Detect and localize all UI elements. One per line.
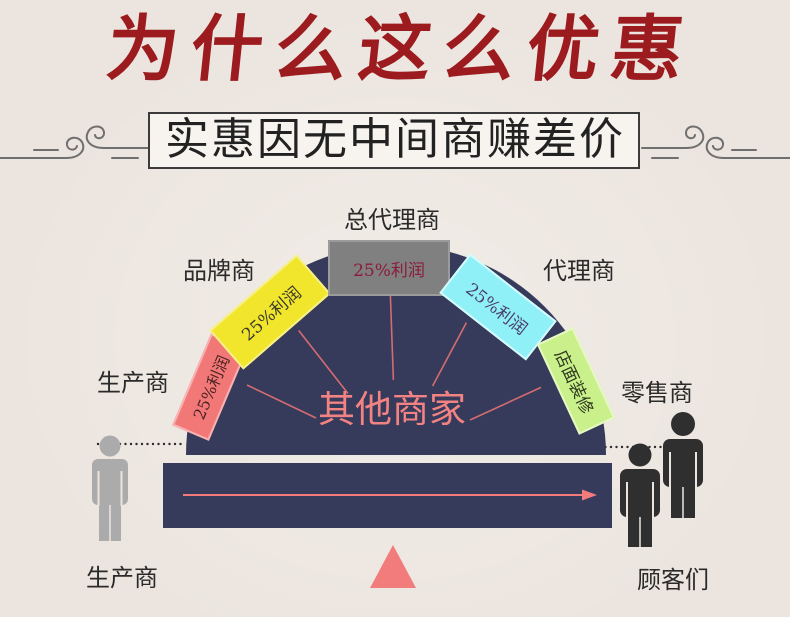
label-brand: 品牌商: [183, 257, 255, 285]
label-general-agent: 总代理商: [344, 206, 440, 234]
label-retailer: 零售商: [621, 379, 693, 407]
spoke-line-4: [431, 322, 468, 387]
person-head: [628, 443, 652, 467]
direct-arrow-head: [582, 489, 597, 501]
spoke-line-1: [246, 384, 317, 419]
person-leg-left: [99, 500, 110, 541]
producer-person-icon: [92, 435, 128, 541]
person-torso: [663, 439, 703, 487]
profit-card-general-agent: 25%利润: [328, 240, 450, 296]
label-agent: 代理商: [543, 257, 615, 285]
customer-person-back: [663, 412, 703, 518]
spoke-line-3: [389, 295, 395, 381]
person-leg-right: [683, 480, 695, 518]
spoke-line-5: [469, 386, 542, 421]
person-head: [671, 412, 695, 436]
customer-person-front: [620, 443, 660, 547]
fulcrum-triangle: [370, 545, 416, 588]
ornament-curl-lower: [0, 136, 85, 159]
right-cloud-ornament: [641, 125, 790, 159]
person-torso: [92, 459, 128, 505]
profit-card-text: 25%利润: [353, 260, 425, 281]
profit-spokes: [246, 295, 542, 421]
ornament-curl-upper: [641, 125, 705, 149]
ornament-curl-lower: [705, 136, 790, 159]
subtitle-box: 实惠因无中间商赚差价: [148, 112, 640, 169]
label-producer-left: 生产商: [97, 369, 169, 397]
ornament-mirror-group: [641, 125, 790, 159]
person-leg-left: [671, 480, 683, 518]
left-cloud-ornament: [0, 125, 148, 159]
person-leg-right: [110, 500, 121, 541]
person-leg-right: [640, 510, 652, 547]
person-torso: [620, 469, 660, 517]
person-head: [99, 435, 121, 457]
label-customers: 顾客们: [637, 566, 709, 594]
person-leg-left: [628, 510, 640, 547]
customers-people-icon: [620, 412, 703, 547]
ornament-curl-upper: [85, 125, 148, 149]
other-merchants-label: 其他商家: [318, 388, 466, 431]
spoke-line-2: [298, 330, 349, 394]
label-producer-bottom: 生产商: [86, 564, 158, 592]
